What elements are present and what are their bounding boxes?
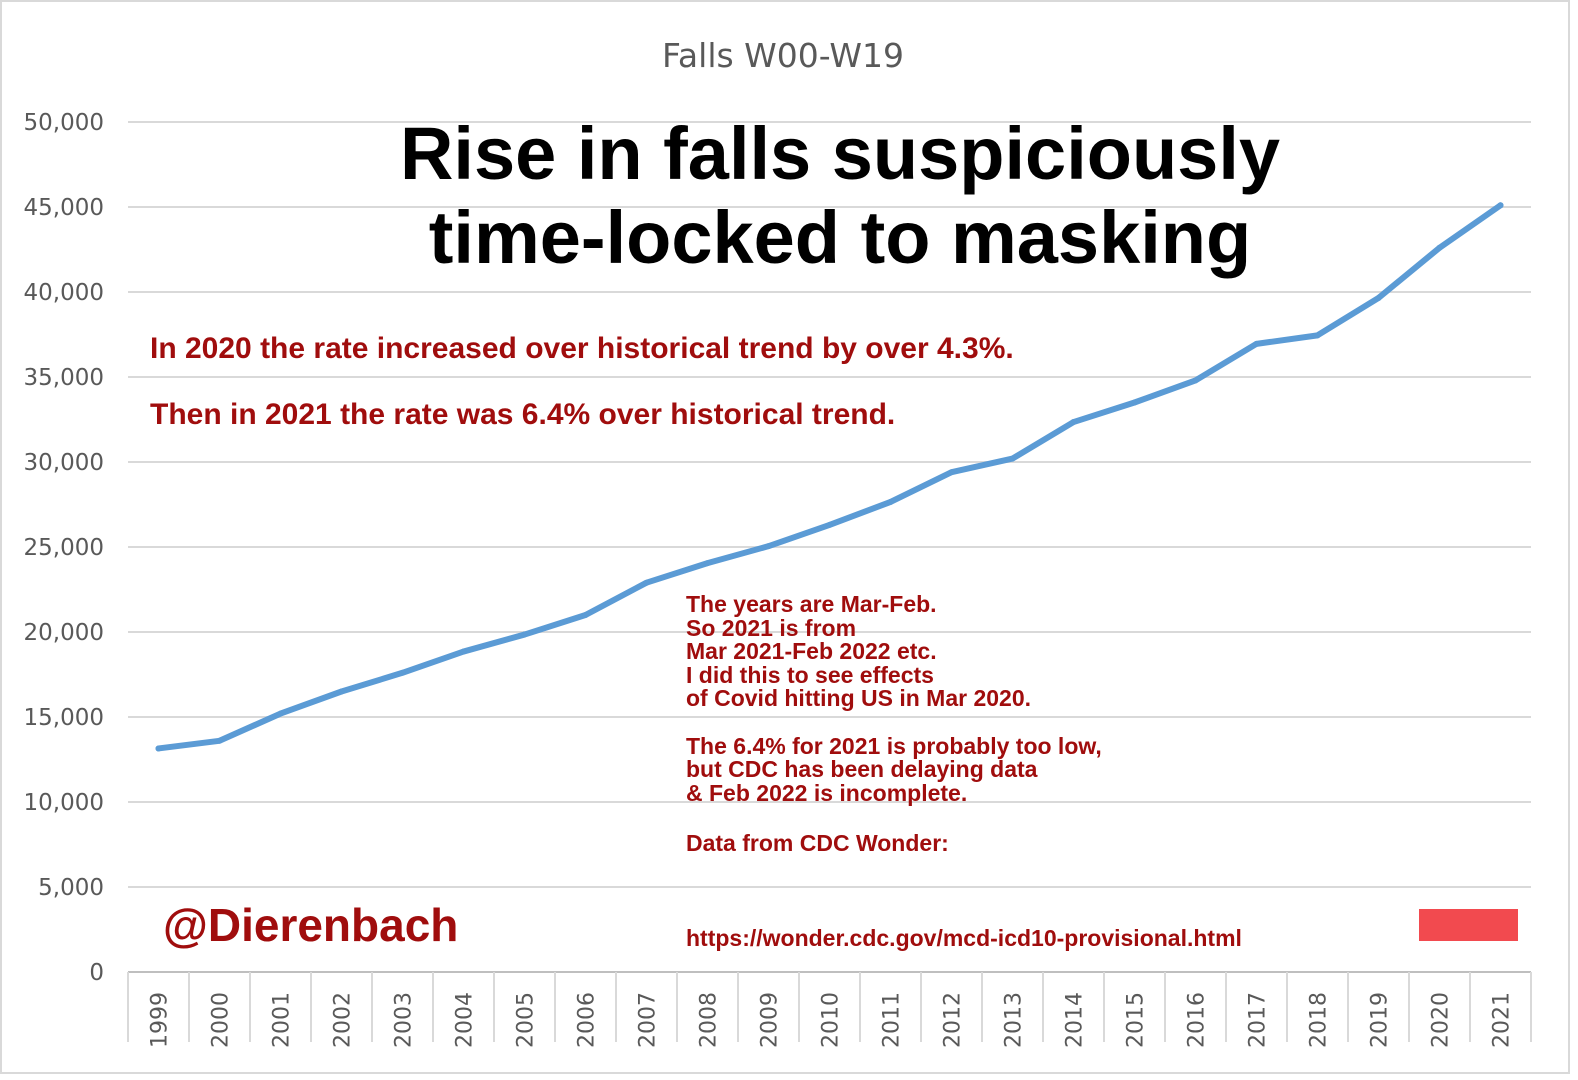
x-tick-label: 2020	[1429, 992, 1454, 1048]
author-handle: @Dierenbach	[163, 899, 459, 951]
y-tick-label: 45,000	[24, 195, 104, 221]
data-point	[582, 612, 589, 618]
data-point	[521, 631, 528, 638]
data-point	[1375, 294, 1382, 301]
data-point	[460, 648, 467, 655]
data-point	[948, 469, 955, 476]
headline: Rise in falls suspiciously time-locked t…	[300, 112, 1380, 280]
data-point	[399, 669, 406, 676]
x-tick-label: 2008	[697, 992, 722, 1048]
x-axis-ticks: 1999 2000 2001 2002 2003 2004 2005 2006 2007 2008…	[127, 972, 1532, 1048]
y-tick-label: 50,000	[24, 110, 104, 136]
data-point	[887, 498, 894, 505]
y-tick-label: 25,000	[24, 535, 104, 561]
data-point	[338, 688, 345, 695]
methodology-notes: The years are Mar-Feb. So 2021 is from M…	[686, 591, 1102, 857]
x-tick-label: 2014	[1063, 992, 1088, 1048]
data-point	[1436, 244, 1443, 251]
y-tick-label: 40,000	[24, 280, 104, 306]
y-tick-label: 5,000	[38, 875, 104, 901]
data-point	[1314, 332, 1321, 339]
x-tick-label: 2016	[1185, 992, 1210, 1048]
note-line: of Covid hitting US in Mar 2020.	[686, 685, 1032, 712]
y-tick-label: 10,000	[24, 790, 104, 816]
data-point	[704, 560, 711, 567]
series-line-group	[155, 202, 1504, 752]
x-tick-label: 2007	[636, 992, 661, 1048]
note-line: The years are Mar-Feb.	[686, 591, 937, 617]
x-tick-label: 2012	[941, 992, 966, 1048]
y-tick-label: 35,000	[24, 365, 104, 391]
data-point	[643, 579, 650, 586]
x-tick-label: 2003	[392, 992, 417, 1048]
note-line: but CDC has been delaying data	[686, 756, 1038, 783]
x-tick-label: 2015	[1124, 992, 1149, 1048]
chart-title: Falls W00-W19	[662, 36, 904, 75]
y-tick-label: 15,000	[24, 705, 104, 731]
data-point	[826, 521, 833, 528]
data-point	[155, 745, 162, 752]
trend-note-2021: Then in 2021 the rate was 6.4% over hist…	[150, 398, 896, 431]
note-line: Mar 2021-Feb 2022 etc.	[686, 638, 937, 665]
data-point	[1131, 399, 1138, 406]
data-point	[1497, 202, 1504, 209]
x-tick-label: 2001	[270, 992, 295, 1048]
x-tick-label: 2002	[331, 992, 356, 1048]
x-tick-label: 2013	[1002, 992, 1027, 1048]
data-point	[1009, 455, 1016, 462]
x-tick-label: 2017	[1246, 992, 1271, 1048]
x-tick-label: 2006	[575, 992, 600, 1048]
note-line: So 2021 is from	[686, 614, 857, 641]
x-tick-label: 2005	[514, 992, 539, 1048]
x-tick-label: 2021	[1490, 992, 1515, 1048]
data-point	[277, 710, 284, 717]
data-point	[765, 543, 772, 550]
y-tick-label: 0	[89, 960, 104, 986]
x-tick-label: 2000	[209, 992, 234, 1048]
x-tick-label: 2010	[819, 992, 844, 1048]
x-tick-label: 1999	[148, 992, 173, 1048]
data-source-label: Data from CDC Wonder:	[686, 830, 949, 857]
source-url: https://wonder.cdc.gov/mcd-icd10-provisi…	[686, 925, 1242, 951]
note-line: & Feb 2022 is incomplete.	[686, 779, 968, 806]
headline-line-2: time-locked to masking	[428, 196, 1252, 279]
data-point	[1253, 340, 1260, 347]
note-line: The 6.4% for 2021 is probably too low,	[686, 732, 1102, 759]
y-tick-label: 30,000	[24, 450, 104, 476]
x-tick-label: 2018	[1307, 992, 1332, 1048]
grid-lines	[128, 121, 1531, 973]
note-line: I did this to see effects	[686, 661, 934, 688]
y-tick-label: 20,000	[24, 620, 104, 646]
data-point	[1070, 419, 1077, 426]
data-point	[1192, 377, 1199, 384]
x-tick-label: 2011	[880, 992, 905, 1048]
data-point	[216, 737, 223, 744]
trend-note-2020: In 2020 the rate increased over historic…	[150, 332, 1014, 365]
x-tick-label: 2019	[1368, 992, 1393, 1048]
red-highlight-box	[1419, 909, 1518, 941]
x-tick-label: 2009	[758, 992, 783, 1048]
x-tick-label: 2004	[453, 992, 478, 1048]
y-axis-ticks: 0 5,000 10,000 15,000 20,000 25,000 30,000 35,0…	[24, 110, 104, 986]
headline-line-1: Rise in falls suspiciously	[399, 112, 1281, 195]
